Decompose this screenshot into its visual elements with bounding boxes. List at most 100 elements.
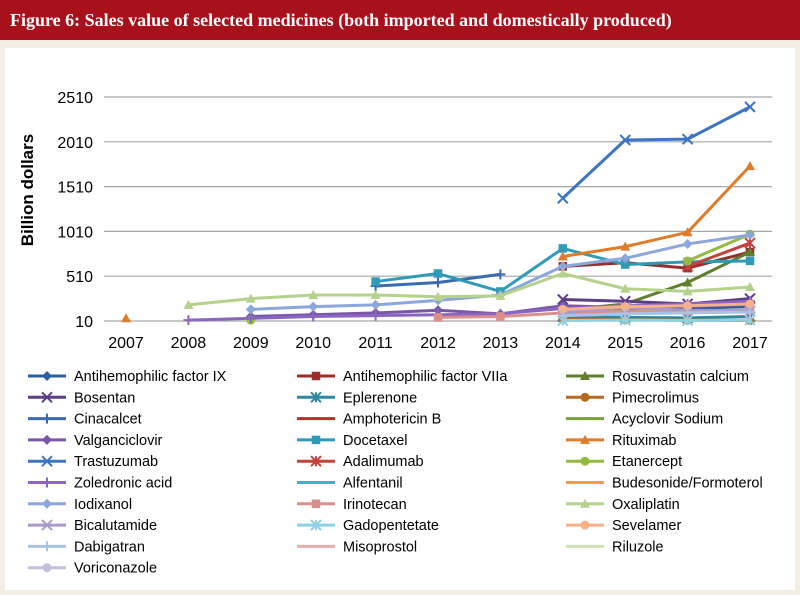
series-line (562, 310, 751, 318)
data-point (744, 101, 756, 113)
legend-item: Sevelamer (566, 518, 681, 534)
legend-label: Riluzole (612, 539, 664, 555)
data-point (619, 134, 631, 146)
legend-label: Dabigatran (74, 539, 145, 555)
y-tick-label: 510 (66, 269, 93, 286)
legend-marker (311, 499, 321, 509)
series-line (561, 105, 751, 200)
data-point (681, 133, 694, 145)
data-point (245, 293, 256, 303)
x-tick-label: 2013 (483, 335, 519, 352)
data-point (557, 310, 568, 321)
legend-label: Docetaxel (343, 433, 407, 449)
series-line (188, 272, 751, 307)
legend-label: Oxaliplatin (612, 497, 680, 513)
y-tick-label: 2010 (57, 135, 93, 152)
legend-item: Dabigatran (28, 539, 145, 555)
legend-item: Amphotericin B (297, 412, 441, 428)
data-point (745, 281, 755, 291)
legend-label: Valganciclovir (74, 433, 163, 449)
legend-label: Adalimumab (343, 454, 424, 470)
data-point (682, 227, 693, 237)
legend-item: Misoprostol (297, 539, 417, 555)
data-point (620, 302, 630, 312)
legend-label: Iodixanol (74, 497, 132, 513)
legend-item: Bosentan (28, 390, 135, 406)
legend-label: Irinotecan (343, 497, 407, 513)
legend-label: Misoprostol (343, 539, 417, 555)
legend-item: Docetaxel (297, 433, 407, 449)
series-23 (558, 299, 755, 314)
data-point (745, 160, 755, 170)
series-line (687, 241, 751, 268)
legend: Antihemophilic factor IX Antihemophilic f… (28, 369, 763, 577)
figure-title: Figure 6: Sales value of selected medici… (10, 10, 672, 30)
data-point (620, 253, 631, 264)
legend-item: Riluzole (566, 539, 664, 555)
data-point (745, 247, 755, 257)
legend-marker (310, 455, 322, 467)
y-axis-label: Billion dollars (18, 134, 37, 246)
data-point (620, 283, 631, 293)
legend-marker (311, 371, 321, 381)
data-point (682, 286, 693, 296)
data-point (557, 293, 569, 306)
series-24 (557, 307, 755, 321)
legend-label: Antihemophilic factor VIIa (343, 369, 508, 385)
legend-marker (42, 541, 52, 552)
data-point (620, 308, 631, 319)
data-point (308, 301, 319, 312)
legend-item: Pimecrolimus (566, 390, 699, 406)
legend-label: Gadopentetate (343, 518, 439, 534)
legend-label: Cinacalcet (74, 412, 142, 428)
legend-label: Rituximab (612, 433, 676, 449)
legend-item: Adalimumab (297, 454, 424, 470)
data-point (370, 290, 381, 300)
legend-marker (42, 434, 52, 445)
legend-item: Rosuvastatin calcium (566, 369, 749, 385)
legend-marker (41, 455, 53, 467)
legend-label: Budesonide/Formoterol (612, 476, 763, 492)
x-tick-label: 2010 (295, 335, 331, 352)
x-tick-label: 2015 (607, 335, 643, 352)
series-line (562, 302, 751, 311)
legend-label: Amphotericin B (343, 412, 441, 428)
legend-marker (580, 498, 590, 508)
data-point (308, 290, 319, 300)
legend-item: Gadopentetate (297, 518, 439, 534)
legend-item: Etanercept (566, 454, 682, 470)
legend-item: Valganciclovir (28, 433, 163, 449)
data-point (557, 251, 568, 261)
data-point (683, 301, 693, 311)
data-point (682, 277, 693, 287)
series-line (562, 164, 752, 258)
legend-marker (42, 413, 52, 424)
legend-marker (42, 563, 52, 573)
legend-item: Rituximab (566, 433, 676, 449)
legend-label: Rosuvastatin calcium (612, 369, 749, 385)
y-tick-label: 1010 (57, 224, 93, 241)
x-tick-label: 2007 (108, 335, 144, 352)
legend-label: Eplerenone (343, 390, 417, 406)
y-tick-label: 2510 (57, 90, 93, 107)
series-line (687, 232, 751, 263)
legend-item: Voriconazole (28, 561, 157, 577)
legend-marker (42, 371, 52, 381)
y-tick-label: 1510 (57, 180, 93, 197)
legend-marker (580, 392, 590, 402)
legend-marker (580, 434, 590, 444)
legend-item: Eplerenone (297, 390, 417, 406)
data-point (495, 290, 506, 300)
data-point (495, 269, 506, 280)
legend-marker (42, 477, 52, 488)
data-point (370, 310, 381, 321)
data-point (682, 307, 693, 318)
legend-item: Alfentanil (297, 476, 403, 492)
legend-label: Zoledronic acid (74, 476, 172, 492)
data-point (620, 260, 630, 269)
data-point (683, 256, 693, 266)
legend-item: Cinacalcet (28, 412, 142, 428)
x-tick-label: 2009 (233, 335, 269, 352)
legend-label: Bicalutamide (74, 518, 157, 534)
